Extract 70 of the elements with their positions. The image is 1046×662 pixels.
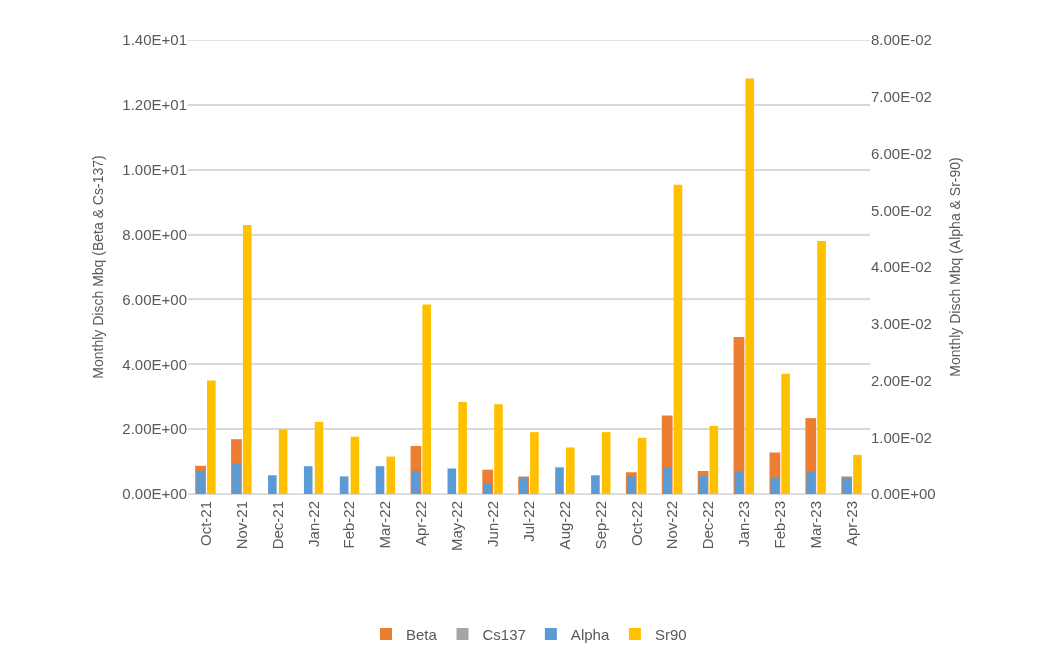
y-tick-label: 8.00E+00 xyxy=(122,225,187,243)
bar xyxy=(303,466,313,494)
x-tick-label: May-22 xyxy=(448,501,466,552)
y2-tick-label: 6.00E-02 xyxy=(871,144,932,162)
x-tick-label: Mar-22 xyxy=(376,501,394,549)
bar xyxy=(817,240,826,494)
legend-label: Cs137 xyxy=(482,625,526,643)
x-tick-label: Feb-22 xyxy=(340,501,358,549)
x-tick-label: Mar-23 xyxy=(807,501,825,549)
bar xyxy=(278,429,288,494)
y2-tick-label: 8.00E-02 xyxy=(871,31,932,49)
y-tick-label: 1.40E+01 xyxy=(122,31,187,49)
y2-tick-label: 3.00E-02 xyxy=(871,315,932,332)
y-tick-label: 0.00E+00 xyxy=(122,485,187,503)
bar xyxy=(339,476,349,494)
bar xyxy=(530,432,539,494)
bar xyxy=(422,304,432,494)
bar xyxy=(637,437,647,494)
bar xyxy=(709,425,719,494)
y-tick-label: 6.00E+00 xyxy=(122,290,187,308)
x-tick-label: Jul-22 xyxy=(519,501,537,542)
bar xyxy=(314,421,324,494)
bar xyxy=(268,475,277,494)
bar xyxy=(375,466,385,494)
x-tick-label: Jun-22 xyxy=(483,501,501,547)
x-tick-label: Apr-23 xyxy=(842,501,860,547)
y2-tick-label: 2.00E-02 xyxy=(871,371,932,389)
bar xyxy=(555,467,564,494)
y2-tick-label: 5.00E-02 xyxy=(871,201,932,219)
y2-tick-label: 4.00E-02 xyxy=(871,258,932,276)
bar xyxy=(781,373,790,494)
bar xyxy=(673,184,683,494)
y-axis-title: Monthly Disch Mbq (Beta & Cs-137) xyxy=(89,155,106,379)
x-tick-label: Oct-22 xyxy=(627,501,645,547)
bar xyxy=(601,432,611,494)
x-tick-label: Aug-22 xyxy=(555,501,573,550)
bar xyxy=(207,380,216,494)
bar xyxy=(734,471,744,494)
x-tick-label: Dec-21 xyxy=(268,501,286,550)
legend-label: Alpha xyxy=(570,625,610,643)
bar xyxy=(386,456,396,494)
bar xyxy=(350,436,360,494)
x-tick-label: Nov-21 xyxy=(232,501,250,550)
y2-tick-label: 1.00E-02 xyxy=(871,428,932,446)
bar xyxy=(242,225,252,494)
bar xyxy=(458,402,467,494)
y-tick-label: 1.00E+01 xyxy=(122,160,187,178)
bar xyxy=(591,475,600,494)
bar xyxy=(565,447,575,494)
y-tick-label: 4.00E+00 xyxy=(122,355,187,373)
x-tick-label: Feb-23 xyxy=(771,501,789,549)
x-tick-label: Oct-21 xyxy=(196,501,214,547)
bar xyxy=(853,454,862,494)
bar xyxy=(806,471,816,494)
x-tick-label: Apr-22 xyxy=(412,501,430,547)
y-tick-label: 2.00E+00 xyxy=(122,420,187,438)
bar xyxy=(447,468,457,494)
legend-label: Beta xyxy=(406,625,438,643)
y2-axis-title: Monthly Disch Mbq (Alpha & Sr-90) xyxy=(946,157,963,377)
x-tick-label: Jan-22 xyxy=(304,501,322,547)
y2-tick-label: 7.00E-02 xyxy=(871,88,932,105)
x-tick-label: Sep-22 xyxy=(591,501,609,550)
x-tick-label: Jan-23 xyxy=(735,501,753,547)
bar xyxy=(745,78,755,494)
x-tick-label: Nov-22 xyxy=(663,501,681,550)
bar xyxy=(494,404,503,494)
y2-tick-label: 0.00E+00 xyxy=(871,485,936,503)
legend-label: Sr90 xyxy=(654,625,687,643)
x-tick-label: Dec-22 xyxy=(699,501,717,550)
y-tick-label: 1.20E+01 xyxy=(122,96,187,114)
